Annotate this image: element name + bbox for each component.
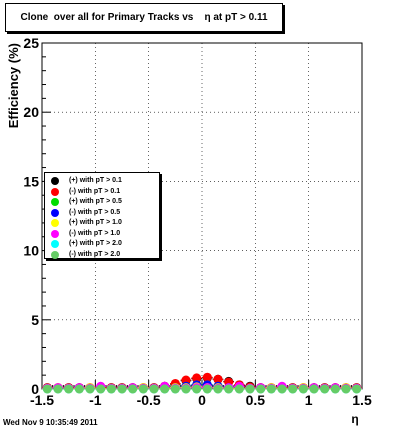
y-tick-label: 10 [23, 243, 39, 259]
legend-marker-icon [51, 219, 59, 227]
legend-label: (+) with pT > 0.5 [69, 198, 122, 205]
x-tick-label: 0.5 [246, 392, 266, 408]
data-point [117, 384, 127, 394]
data-point [330, 384, 340, 394]
data-point [149, 384, 159, 394]
data-point [245, 384, 255, 394]
data-point [74, 384, 84, 394]
data-points [42, 372, 362, 394]
legend-marker-icon [51, 177, 59, 185]
data-point [202, 372, 212, 382]
data-point [42, 384, 52, 394]
legend-label: (-) with pT > 0.5 [69, 208, 121, 216]
data-point [224, 384, 234, 394]
x-tick-label: 1 [305, 392, 313, 408]
data-point [85, 384, 95, 394]
legend-entry: (+) with pT > 0.5 [45, 197, 159, 207]
legend-entry: (-) with pT > 0.1 [45, 187, 159, 197]
y-tick-label: 5 [31, 312, 39, 328]
series-7 [42, 384, 362, 394]
timestamp-footer: Wed Nov 9 10:35:49 2011 [3, 418, 98, 427]
data-point [53, 384, 63, 394]
data-point [64, 384, 74, 394]
y-axis-label: Efficiency (%) [6, 43, 21, 128]
data-point [181, 375, 191, 385]
data-point [213, 374, 223, 384]
data-point [341, 384, 351, 394]
data-point [266, 384, 276, 394]
data-point [192, 384, 202, 394]
legend-entry: (-) with pT > 0.5 [45, 208, 159, 218]
data-point [106, 384, 116, 394]
data-point [170, 384, 180, 394]
data-point [213, 384, 223, 394]
legend-entry: (+) with pT > 2.0 [45, 239, 159, 249]
legend-label: (+) with pT > 1.0 [69, 219, 122, 226]
legend-marker-icon [51, 187, 59, 196]
data-point [202, 384, 212, 394]
legend-marker-icon [51, 229, 59, 238]
data-point [160, 384, 170, 394]
legend-entry: (-) with pT > 2.0 [45, 250, 159, 260]
data-point [128, 384, 138, 394]
x-tick-label: 0 [198, 392, 206, 408]
x-tick-label: -1.5 [30, 392, 54, 408]
legend-marker-icon [51, 198, 59, 206]
y-tick-label: 0 [31, 381, 39, 397]
data-point [288, 384, 298, 394]
data-point [352, 384, 362, 394]
data-point [277, 384, 287, 394]
legend-marker-icon [51, 208, 59, 217]
x-axis-label: η [351, 412, 358, 426]
legend-entry: (+) with pT > 1.0 [45, 218, 159, 228]
data-point [96, 384, 106, 394]
y-tick-label: 25 [23, 35, 39, 51]
data-point [256, 384, 266, 394]
y-tick-label: 20 [23, 104, 39, 120]
legend-label: (+) with pT > 2.0 [69, 240, 122, 247]
chart-title-box: Clone over all for Primary Tracks vs η a… [5, 3, 283, 32]
data-point [298, 384, 308, 394]
data-point [320, 384, 330, 394]
legend: (+) with pT > 0.1 (-) with pT > 0.1 (+) wi… [44, 172, 160, 259]
data-point [192, 373, 202, 383]
legend-entry: (-) with pT > 1.0 [45, 229, 159, 239]
legend-label: (-) with pT > 1.0 [69, 229, 121, 237]
chart-title: Clone over all for Primary Tracks vs η a… [20, 12, 268, 23]
data-point [309, 384, 319, 394]
legend-label: (-) with pT > 0.1 [69, 187, 121, 195]
axis-ticks: -1.5 -1 -0.5 0 0.5 1 1.5 0 5 10 15 20 25 [23, 35, 372, 408]
x-tick-label: -0.5 [137, 392, 161, 408]
legend-entry: (+) with pT > 0.1 [45, 176, 159, 186]
data-point [138, 384, 148, 394]
data-point [234, 384, 244, 394]
x-tick-label: -1 [89, 392, 102, 408]
y-tick-label: 15 [23, 173, 39, 189]
legend-label: (+) with pT > 0.1 [69, 177, 122, 184]
legend-marker-icon [51, 240, 59, 248]
x-tick-label: 1.5 [352, 392, 372, 408]
legend-marker-icon [51, 250, 59, 259]
data-point [181, 384, 191, 394]
legend-label: (-) with pT > 2.0 [69, 250, 121, 258]
